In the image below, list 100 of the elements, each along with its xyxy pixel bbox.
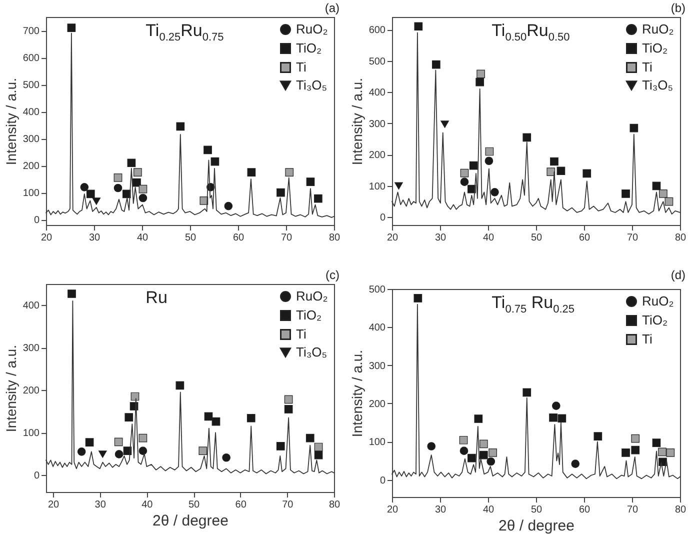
- legend-label: Ti₃O₅: [296, 344, 327, 360]
- y-tick-label: 100: [22, 188, 40, 200]
- point: [427, 442, 436, 450]
- y-tick-label: 200: [22, 386, 40, 397]
- x-tick-label: 40: [482, 232, 494, 244]
- point: [306, 178, 315, 186]
- point: [306, 434, 314, 442]
- y-tick-label: 100: [368, 437, 386, 448]
- x-tick-label: 30: [434, 232, 446, 244]
- annotation: Ti$_{0.75}$ Ru$_{0.25}$: [492, 293, 575, 316]
- y-tick-label: 100: [368, 181, 386, 192]
- point: [114, 438, 123, 446]
- point: [138, 194, 148, 202]
- y-tick-label: 200: [22, 161, 40, 172]
- y-tick-label: 400: [22, 107, 40, 118]
- point: [314, 450, 323, 460]
- x-tick-label: 30: [94, 500, 106, 510]
- point: [98, 450, 107, 458]
- chart-title: (d): [670, 268, 686, 282]
- point: [460, 178, 469, 186]
- legend-label: Ti: [642, 332, 652, 346]
- y-tick-label: 600: [22, 53, 40, 64]
- x-tick-label: 40: [142, 500, 154, 510]
- legend-label: RuO₂: [296, 288, 328, 304]
- point: [582, 169, 592, 178]
- point: [630, 124, 638, 132]
- x-tick-label: 70: [626, 232, 638, 244]
- point: [652, 438, 661, 447]
- point: [664, 197, 674, 206]
- point: [114, 450, 124, 458]
- point: [124, 413, 134, 422]
- point: [138, 184, 148, 194]
- x-tick-label: 50: [184, 232, 196, 244]
- y-tick-label: 600: [368, 25, 386, 36]
- x-tick-label: 80: [328, 232, 340, 244]
- point: [276, 442, 285, 450]
- point: [80, 183, 89, 192]
- y-tick-label: 0: [380, 475, 386, 486]
- y-tick-label: 0: [380, 212, 386, 224]
- legend-label: Ti: [642, 60, 652, 74]
- y-tick-label: 300: [22, 134, 40, 146]
- point: [459, 436, 468, 444]
- point: [550, 157, 558, 166]
- point: [314, 442, 323, 452]
- legend-label: Ti₃O₅: [296, 78, 327, 92]
- y-tick-label: 300: [22, 343, 40, 354]
- x-tick-label: 60: [578, 232, 590, 244]
- y-tick-label: 700: [22, 26, 40, 38]
- point: [484, 156, 494, 166]
- point: [285, 168, 294, 176]
- legend-label: RuO₂: [296, 22, 328, 36]
- point: [212, 417, 220, 426]
- y-tick-label: 400: [368, 322, 386, 334]
- point: [658, 448, 666, 456]
- point: [469, 161, 478, 170]
- point: [92, 198, 101, 205]
- point: [394, 182, 403, 190]
- x-axis-title: 2θ / degree: [498, 518, 574, 534]
- point: [247, 168, 256, 176]
- point: [571, 460, 580, 468]
- legend-label: RuO₂: [642, 22, 674, 36]
- legend-label: Ti: [296, 60, 306, 74]
- point: [222, 453, 230, 462]
- point: [652, 182, 661, 190]
- point: [480, 450, 488, 460]
- point: [67, 24, 76, 32]
- x-tick-label: 60: [578, 504, 590, 516]
- chart-title: (a): [324, 1, 340, 15]
- y-axis-title: Intensity / a.u.: [348, 350, 365, 438]
- y-tick-label: 0: [34, 215, 40, 226]
- y-tick-label: 500: [22, 80, 40, 92]
- x-tick-label: 60: [235, 500, 247, 510]
- point: [666, 448, 675, 457]
- x-tick-label: 20: [40, 232, 52, 244]
- point: [314, 194, 322, 203]
- x-tick-label: 80: [674, 504, 686, 516]
- y-tick-label: 100: [22, 428, 40, 440]
- point: [138, 434, 148, 442]
- point: [284, 405, 293, 414]
- legend-label: Ti₃O₅: [642, 78, 673, 92]
- x-axis-title: 2θ / degree: [152, 512, 228, 530]
- point: [474, 414, 483, 423]
- point: [210, 157, 220, 166]
- point: [284, 395, 293, 404]
- point: [198, 446, 208, 455]
- point: [414, 294, 422, 302]
- point: [204, 412, 213, 421]
- y-axis-title: Intensity / a.u.: [2, 344, 19, 432]
- point: [556, 166, 566, 176]
- point: [460, 446, 468, 455]
- annotation: Ru: [146, 288, 168, 308]
- point: [460, 168, 469, 178]
- legend-label: RuO₂: [642, 294, 674, 308]
- x-tick-label: 20: [386, 232, 398, 244]
- point: [490, 188, 499, 196]
- point: [114, 184, 122, 192]
- point: [224, 202, 233, 210]
- legend-label: TiO₂: [642, 40, 668, 56]
- point: [659, 190, 668, 198]
- point: [546, 168, 556, 176]
